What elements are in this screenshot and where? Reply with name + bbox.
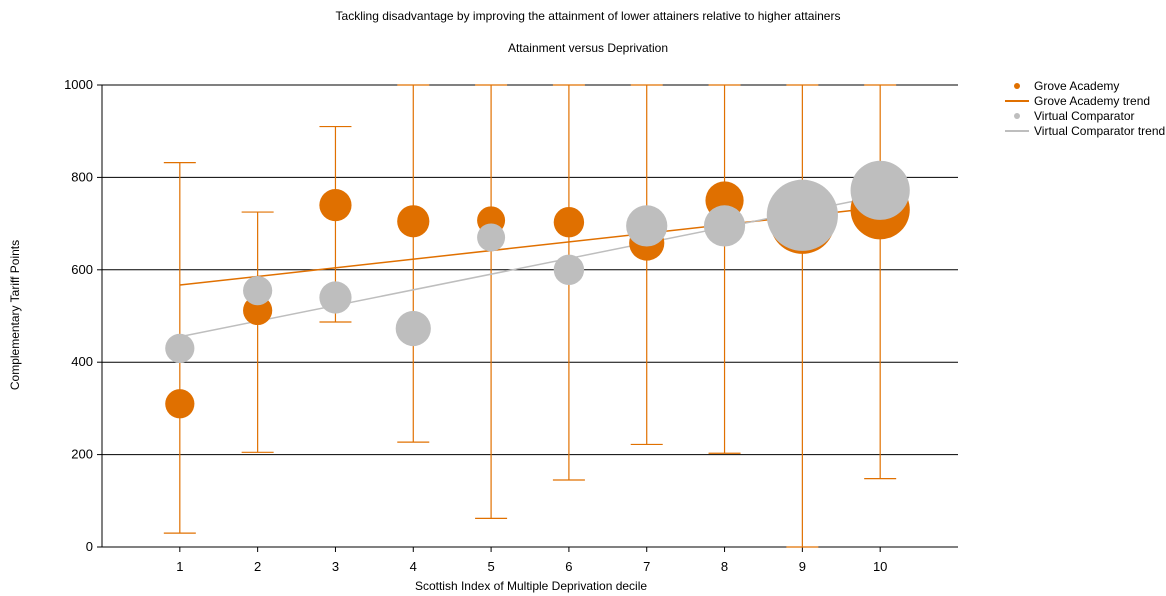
legend-item-virtual-comparator-trend: Virtual Comparator trend bbox=[1005, 124, 1165, 138]
point-virtual-comparator bbox=[477, 223, 506, 252]
x-tick-labels: 1 2 3 4 5 6 7 8 9 10 bbox=[176, 559, 887, 574]
x-tick-label: 4 bbox=[410, 559, 417, 574]
legend-item-virtual-comparator: Virtual Comparator bbox=[1014, 109, 1135, 123]
point-virtual-comparator bbox=[553, 254, 585, 285]
legend: Grove Academy Grove Academy trend Virtua… bbox=[1005, 79, 1165, 138]
legend-label-virtual-comparator-trend: Virtual Comparator trend bbox=[1034, 124, 1165, 138]
y-tick-label: 400 bbox=[71, 354, 93, 369]
error-bar bbox=[786, 84, 819, 548]
chart-title: Tackling disadvantage by improving the a… bbox=[336, 9, 841, 23]
y-tick-label: 1000 bbox=[64, 77, 93, 92]
data-points bbox=[165, 160, 910, 419]
y-tick-label: 200 bbox=[71, 447, 93, 462]
chart-subtitle: Attainment versus Deprivation bbox=[508, 41, 668, 55]
y-tick-label: 800 bbox=[71, 169, 93, 184]
trend-line-virtual-comparator bbox=[179, 195, 881, 338]
gridlines bbox=[102, 84, 958, 456]
error-bar bbox=[630, 84, 663, 446]
x-tick-label: 3 bbox=[332, 559, 339, 574]
point-grove-academy bbox=[397, 205, 430, 238]
legend-label-grove-academy: Grove Academy bbox=[1034, 79, 1119, 93]
point-virtual-comparator bbox=[850, 160, 910, 220]
point-grove-academy bbox=[165, 389, 195, 419]
x-tick-label: 7 bbox=[643, 559, 650, 574]
y-tick-labels: 0 200 400 600 800 1000 bbox=[64, 77, 93, 554]
trend-line-grove-academy bbox=[179, 206, 881, 286]
trend-lines bbox=[179, 195, 881, 338]
legend-label-virtual-comparator: Virtual Comparator bbox=[1034, 109, 1135, 123]
error-bar bbox=[475, 84, 508, 519]
point-grove-academy bbox=[319, 189, 352, 222]
point-virtual-comparator bbox=[395, 310, 431, 347]
y-axis-label: Complementary Tariff Points bbox=[8, 240, 22, 390]
error-bar bbox=[864, 84, 897, 480]
x-tick-label: 10 bbox=[873, 559, 887, 574]
point-virtual-comparator bbox=[243, 275, 273, 306]
y-tick-label: 0 bbox=[86, 539, 93, 554]
legend-item-grove-academy: Grove Academy bbox=[1014, 79, 1119, 93]
legend-item-grove-academy-trend: Grove Academy trend bbox=[1005, 94, 1150, 108]
error-bar bbox=[397, 84, 430, 443]
x-axis-label: Scottish Index of Multiple Deprivation d… bbox=[415, 579, 647, 593]
x-tick-label: 6 bbox=[565, 559, 572, 574]
x-tick-label: 2 bbox=[254, 559, 261, 574]
x-tick-label: 5 bbox=[487, 559, 494, 574]
y-tick-label: 600 bbox=[71, 262, 93, 277]
legend-marker-grove-academy bbox=[1014, 83, 1020, 89]
error-bar bbox=[241, 211, 274, 453]
point-virtual-comparator bbox=[165, 333, 195, 363]
legend-marker-virtual-comparator bbox=[1014, 113, 1020, 119]
legend-label-grove-academy-trend: Grove Academy trend bbox=[1034, 94, 1150, 108]
error-bar bbox=[708, 84, 741, 454]
axes bbox=[97, 84, 958, 552]
point-virtual-comparator bbox=[766, 179, 838, 251]
x-tick-label: 9 bbox=[799, 559, 806, 574]
point-virtual-comparator bbox=[626, 205, 668, 247]
point-grove-academy bbox=[553, 207, 585, 238]
x-tick-label: 8 bbox=[721, 559, 728, 574]
error-bars bbox=[163, 84, 897, 548]
x-tick-label: 1 bbox=[176, 559, 183, 574]
point-virtual-comparator bbox=[319, 281, 352, 314]
point-virtual-comparator bbox=[703, 205, 746, 247]
